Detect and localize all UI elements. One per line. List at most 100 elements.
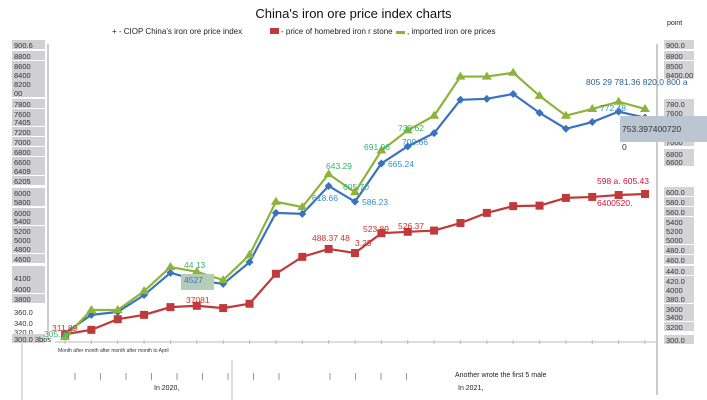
left-tick-label: 4100 — [14, 274, 31, 283]
data-point-triangle — [402, 125, 413, 134]
left-tick-bg — [12, 88, 45, 97]
data-point-diamond — [482, 94, 491, 103]
right-tick-bg — [664, 108, 694, 117]
left-tick-bg — [12, 334, 45, 343]
right-tick-label: 7000 — [666, 138, 683, 147]
left-tick-label: 7200 — [14, 128, 31, 137]
legend-item-imported: , imported iron ore prices — [396, 27, 495, 36]
data-label: 4527 — [184, 275, 203, 285]
annotation-bg — [620, 116, 707, 142]
left-tick-label: 4600 — [14, 255, 31, 264]
y-unit-label: point — [667, 20, 683, 27]
data-point-square — [245, 299, 254, 308]
left-tick-label: 6205 — [14, 177, 31, 186]
left-tick-bg — [12, 79, 45, 88]
right-tick-bg — [664, 99, 694, 108]
data-point-triangle — [139, 286, 150, 295]
data-point-triangle — [244, 249, 255, 258]
right-tick-label: 5200 — [666, 227, 683, 236]
data-point-triangle — [165, 262, 176, 271]
data-point-square — [377, 229, 386, 238]
data-label: 37081 — [186, 295, 210, 305]
data-point-diamond — [561, 124, 570, 133]
data-point-triangle — [560, 110, 571, 119]
x-group-label: In 2021, — [458, 385, 483, 392]
right-tick-bg — [664, 40, 694, 49]
legend-swatch-triangle-icon — [396, 31, 405, 34]
right-tick-bg — [664, 217, 694, 226]
right-tick-bg — [664, 61, 694, 70]
left-tick-label: 6409 — [14, 167, 31, 176]
right-tick-bg — [664, 335, 694, 344]
data-label: 772.48 — [600, 103, 626, 113]
left-tick-bg — [12, 40, 45, 49]
data-point-square — [140, 310, 149, 319]
legend-item-homebred: - price of homebred iron r stone — [270, 27, 393, 36]
data-point-square — [535, 201, 544, 210]
left-tick-bg — [12, 51, 45, 60]
data-point-triangle — [455, 71, 466, 80]
left-tick-bg — [12, 188, 45, 197]
right-tick-label: 480.0 — [666, 246, 685, 255]
left-tick-bg — [12, 235, 45, 244]
right-tick-label: 3400 — [666, 313, 683, 322]
data-label: 305.85 — [44, 329, 70, 339]
data-label: 6400520. — [597, 198, 632, 208]
legend-item-ciop: + - CIOP China's iron ore price index — [112, 27, 242, 36]
data-point-triangle — [297, 202, 308, 211]
x-axis-note: Another wrote the first 5 male — [455, 372, 547, 379]
data-point-square — [614, 191, 623, 199]
data-label: 44 13 — [184, 260, 206, 270]
left-tick-label: 320.0 — [14, 328, 33, 337]
left-tick-bg — [12, 176, 45, 185]
data-point-diamond — [271, 208, 280, 217]
right-tick-label: 560.0 — [666, 208, 685, 217]
data-point-triangle — [640, 103, 650, 112]
right-tick-label: 580.0 — [666, 198, 685, 207]
data-point-square — [219, 304, 228, 313]
data-point-square — [482, 208, 491, 217]
left-tick-bg — [12, 254, 45, 263]
left-tick-bg — [12, 117, 45, 126]
left-tick-label: 7000 — [14, 138, 31, 147]
right-tick-bg — [664, 294, 694, 303]
left-tick-label: 00 — [14, 89, 22, 98]
data-point-square — [641, 190, 649, 199]
data-point-square — [509, 202, 518, 211]
right-tick-label: 3200 — [666, 323, 683, 332]
right-tick-label: 8500 — [666, 62, 683, 71]
right-tick-bg — [664, 235, 694, 244]
right-tick-label: 420.0 — [666, 277, 685, 286]
data-label: 311.89 — [52, 323, 78, 333]
right-tick-bg — [664, 157, 694, 166]
right-tick-label: 600.0 — [666, 188, 685, 197]
data-label: 3.25 — [355, 238, 372, 248]
data-label: 691.96 — [364, 142, 390, 152]
x-group-label: In 2020, — [154, 385, 179, 392]
right-tick-bg — [664, 51, 694, 60]
data-point-diamond — [351, 197, 359, 206]
data-point-triangle — [534, 90, 545, 99]
data-point-diamond — [245, 258, 254, 267]
left-tick-label: 8200 — [14, 80, 31, 89]
left-tick-bg — [12, 208, 45, 217]
data-point-triangle — [112, 305, 123, 314]
right-tick-bg — [664, 197, 694, 206]
chart-title: China's iron ore price index charts — [255, 6, 452, 21]
right-tick-bg — [664, 322, 694, 331]
left-tick-bg — [12, 197, 45, 206]
left-tick-label: 7600 — [14, 110, 31, 119]
data-point-triangle — [376, 145, 387, 154]
left-tick-label: 360.0 — [14, 308, 33, 317]
data-label: 665.24 — [388, 159, 414, 169]
right-tick-label: 380.0 — [666, 295, 685, 304]
data-point-triangle — [481, 71, 492, 80]
right-tick-bg — [664, 312, 694, 321]
legend-label-imported: , imported iron ore prices — [407, 27, 496, 36]
left-tick-label: 4000 — [14, 285, 31, 294]
left-tick-label: 5200 — [14, 227, 31, 236]
right-tick-label: 4000 — [666, 286, 683, 295]
left-tick-label: 6000 — [14, 209, 31, 218]
legend-label-homebred: - price of homebred iron r stone — [281, 27, 393, 36]
